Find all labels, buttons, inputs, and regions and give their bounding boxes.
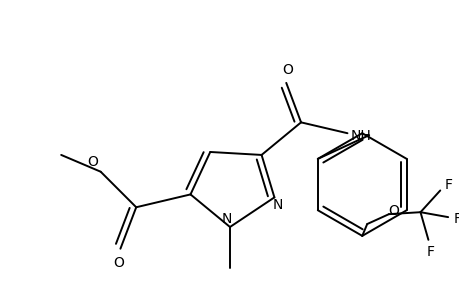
Text: O: O [387,204,398,218]
Text: F: F [453,212,459,226]
Text: O: O [113,256,123,269]
Text: F: F [443,178,451,191]
Text: O: O [281,63,292,77]
Text: O: O [87,155,98,169]
Text: N: N [272,198,282,212]
Text: NH: NH [350,129,371,143]
Text: F: F [425,245,433,259]
Text: N: N [221,212,232,226]
